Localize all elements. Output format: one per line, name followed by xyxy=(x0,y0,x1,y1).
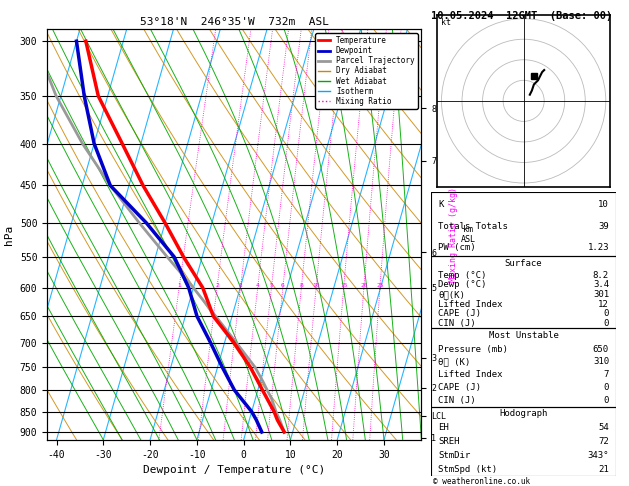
Text: 301: 301 xyxy=(593,290,609,299)
Text: Most Unstable: Most Unstable xyxy=(489,331,559,340)
Text: 20: 20 xyxy=(360,283,367,288)
Text: 10: 10 xyxy=(598,200,609,209)
Text: StmSpd (kt): StmSpd (kt) xyxy=(438,465,498,474)
X-axis label: Dewpoint / Temperature (°C): Dewpoint / Temperature (°C) xyxy=(143,465,325,475)
Text: 3.4: 3.4 xyxy=(593,280,609,289)
Text: 0: 0 xyxy=(604,396,609,405)
Text: 1: 1 xyxy=(177,283,181,288)
Text: 650: 650 xyxy=(593,345,609,353)
Text: 12: 12 xyxy=(598,300,609,309)
Text: θᴇ(K): θᴇ(K) xyxy=(438,290,465,299)
Text: 0: 0 xyxy=(604,319,609,328)
Text: 21: 21 xyxy=(598,465,609,474)
Y-axis label: hPa: hPa xyxy=(4,225,14,244)
Text: Lifted Index: Lifted Index xyxy=(438,370,503,379)
Text: Mixing Ratio (g/kg): Mixing Ratio (g/kg) xyxy=(448,187,458,282)
Title: 53°18'N  246°35'W  732m  ASL: 53°18'N 246°35'W 732m ASL xyxy=(140,17,329,27)
Text: 310: 310 xyxy=(593,357,609,366)
Text: EH: EH xyxy=(438,423,449,432)
Text: Totals Totals: Totals Totals xyxy=(438,222,508,230)
Text: 0: 0 xyxy=(604,310,609,318)
Text: CAPE (J): CAPE (J) xyxy=(438,383,481,392)
Text: 1.23: 1.23 xyxy=(587,243,609,252)
Text: 54: 54 xyxy=(598,423,609,432)
Text: 39: 39 xyxy=(598,222,609,230)
Y-axis label: km
ASL: km ASL xyxy=(461,225,476,244)
Text: 343°: 343° xyxy=(587,451,609,460)
Text: 6: 6 xyxy=(281,283,285,288)
Text: θᴇ (K): θᴇ (K) xyxy=(438,357,470,366)
Text: 15: 15 xyxy=(340,283,347,288)
Text: PW (cm): PW (cm) xyxy=(438,243,476,252)
Text: 7: 7 xyxy=(604,370,609,379)
Text: kt: kt xyxy=(442,18,452,27)
Text: 72: 72 xyxy=(598,437,609,446)
Text: 3: 3 xyxy=(238,283,242,288)
Text: Temp (°C): Temp (°C) xyxy=(438,271,487,279)
Text: 8.2: 8.2 xyxy=(593,271,609,279)
Text: SREH: SREH xyxy=(438,437,460,446)
Text: 25: 25 xyxy=(376,283,384,288)
Text: 5: 5 xyxy=(269,283,273,288)
Text: 4: 4 xyxy=(256,283,260,288)
Text: 8: 8 xyxy=(299,283,303,288)
Text: Hodograph: Hodograph xyxy=(499,409,548,418)
Text: Lifted Index: Lifted Index xyxy=(438,300,503,309)
Text: CIN (J): CIN (J) xyxy=(438,396,476,405)
Text: 0: 0 xyxy=(604,383,609,392)
Text: Pressure (mb): Pressure (mb) xyxy=(438,345,508,353)
Text: 10: 10 xyxy=(313,283,320,288)
Text: Surface: Surface xyxy=(505,259,542,268)
Text: Dewp (°C): Dewp (°C) xyxy=(438,280,487,289)
Text: 10.05.2024  12GMT  (Base: 00): 10.05.2024 12GMT (Base: 00) xyxy=(431,11,612,21)
Text: CAPE (J): CAPE (J) xyxy=(438,310,481,318)
Text: K: K xyxy=(438,200,443,209)
Text: 2: 2 xyxy=(215,283,219,288)
Text: StmDir: StmDir xyxy=(438,451,470,460)
Text: CIN (J): CIN (J) xyxy=(438,319,476,328)
Legend: Temperature, Dewpoint, Parcel Trajectory, Dry Adiabat, Wet Adiabat, Isotherm, Mi: Temperature, Dewpoint, Parcel Trajectory… xyxy=(315,33,418,109)
Text: © weatheronline.co.uk: © weatheronline.co.uk xyxy=(433,477,530,486)
